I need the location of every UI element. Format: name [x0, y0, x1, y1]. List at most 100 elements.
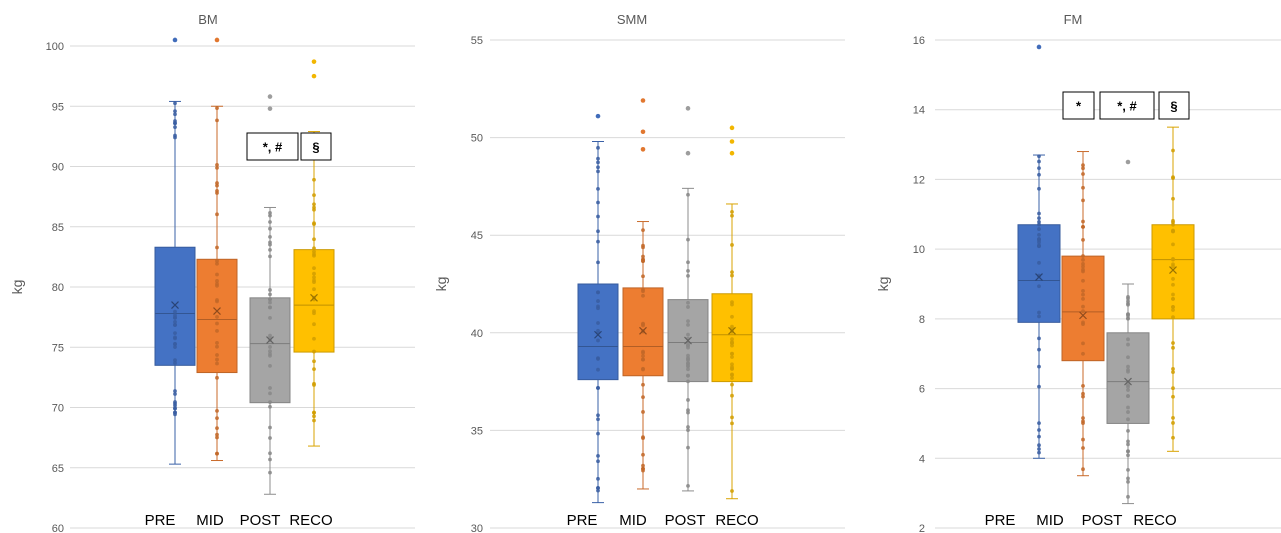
data-point [215, 259, 219, 263]
data-point [1081, 254, 1085, 258]
outlier-point [640, 147, 646, 152]
data-point [596, 338, 600, 343]
chart-title: FM [1064, 12, 1083, 27]
y-tick-label: 80 [52, 282, 64, 294]
data-point [1126, 355, 1130, 360]
data-point [173, 342, 177, 347]
data-point [1037, 232, 1041, 237]
y-tick-label: 10 [913, 244, 925, 256]
data-point [215, 183, 219, 188]
data-point [173, 361, 177, 365]
data-point [312, 271, 316, 276]
data-point [596, 200, 600, 205]
data-point [1171, 257, 1175, 262]
y-tick-label: 100 [46, 41, 64, 53]
category-label-post: POST [240, 512, 281, 529]
data-point [1037, 172, 1041, 177]
data-point [641, 357, 645, 362]
data-point [1171, 292, 1175, 297]
data-point [1081, 384, 1085, 388]
data-point [596, 485, 600, 490]
data-point [312, 202, 316, 207]
data-point [173, 109, 177, 114]
data-point [215, 344, 219, 349]
data-point [215, 245, 219, 250]
chart-smm: 30 35 40 45 50 55 SMM kg PRE MID POST RECO [433, 12, 845, 533]
data-point [596, 229, 600, 234]
data-point [215, 361, 219, 366]
data-point [1037, 434, 1041, 439]
category-label-post: POST [665, 512, 706, 529]
data-point [268, 352, 272, 356]
y-tick-label: 65 [52, 463, 64, 475]
data-point [686, 237, 690, 242]
data-point [596, 239, 600, 244]
data-point [312, 414, 316, 419]
data-point [1126, 449, 1130, 454]
data-point [1171, 421, 1175, 425]
data-point [215, 261, 219, 266]
data-point [641, 274, 645, 279]
data-point [1081, 172, 1085, 176]
data-point [686, 363, 690, 368]
data-point [730, 270, 734, 275]
data-point [730, 372, 734, 377]
data-point [686, 260, 690, 265]
data-point [173, 345, 177, 349]
box-mid [622, 98, 664, 490]
y-tick-label: 60 [52, 523, 64, 533]
mean-marker [310, 293, 318, 302]
data-point [215, 353, 219, 357]
data-point [1126, 428, 1130, 433]
data-point [641, 257, 645, 262]
data-point [1037, 166, 1041, 171]
data-point [686, 356, 690, 361]
data-point [686, 322, 690, 327]
outlier-point [1036, 44, 1042, 50]
data-point [596, 476, 600, 481]
data-point [312, 383, 316, 387]
data-point [312, 177, 316, 182]
data-point [173, 125, 177, 130]
data-point [268, 436, 272, 440]
data-point [1171, 435, 1175, 440]
significance-label: § [312, 140, 319, 155]
data-point [1037, 336, 1041, 341]
data-point [1171, 345, 1175, 350]
data-point [268, 470, 272, 475]
chart-fm: 2 4 6 8 10 12 14 16 FM kg PRE MID POST RECO * *, # § [875, 12, 1281, 533]
data-point [215, 416, 219, 421]
y-tick-label: 35 [471, 425, 483, 437]
mean-marker [639, 326, 647, 335]
data-point [641, 354, 645, 358]
data-point [596, 459, 600, 464]
data-point [596, 367, 600, 372]
chart-bm: 60 65 70 75 80 85 90 95 100 BM kg PRE MID POST RECO *, … [9, 12, 415, 533]
data-point [1037, 428, 1041, 432]
data-point [312, 410, 316, 415]
data-point [1171, 415, 1175, 420]
data-point [1081, 446, 1085, 450]
data-point [173, 112, 177, 117]
data-point [1081, 261, 1085, 266]
y-axis-label: kg [433, 277, 449, 292]
mean-marker [171, 301, 179, 309]
data-point [1171, 308, 1175, 312]
y-tick-label: 40 [471, 328, 483, 340]
data-point [1126, 369, 1130, 374]
data-point [215, 409, 219, 413]
data-point [596, 417, 600, 422]
box-post [1106, 159, 1150, 505]
data-point [1126, 364, 1130, 369]
y-tick-label: 95 [52, 101, 64, 113]
data-point [1037, 384, 1041, 389]
data-point [1037, 314, 1041, 319]
data-point [173, 133, 177, 138]
mean-marker [1079, 311, 1087, 320]
data-point [215, 357, 219, 362]
box-post [667, 106, 709, 492]
category-label-mid: MID [196, 512, 224, 529]
significance-box [300, 132, 332, 161]
data-point [730, 243, 734, 247]
y-tick-label: 55 [471, 35, 483, 47]
